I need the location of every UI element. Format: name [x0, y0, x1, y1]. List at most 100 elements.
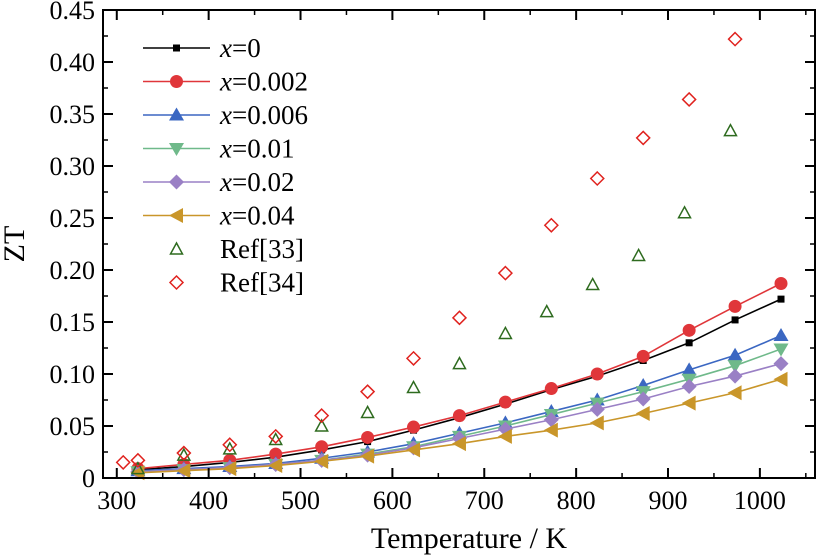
legend-marker	[169, 208, 183, 223]
y-tick-label: 0.45	[50, 0, 96, 25]
legend-label-variable: x	[219, 167, 232, 197]
data-point	[677, 205, 692, 219]
data-point	[635, 391, 651, 407]
data-point	[727, 347, 743, 361]
y-tick-label: 0.20	[50, 256, 96, 285]
data-point	[773, 343, 789, 357]
x-axis-title: Temperature / K	[371, 522, 567, 555]
series-7	[115, 31, 743, 470]
ticks-layer: 300 400 500 600 700 800 900 1000 0 0.05 0.10 0.15 0.…	[50, 0, 815, 515]
data-point	[727, 368, 743, 384]
data-point	[727, 360, 743, 374]
data-point	[497, 265, 513, 281]
x-tick-label: 500	[281, 486, 320, 515]
data-point	[268, 428, 284, 444]
legend-item-6: Ref[33]	[169, 234, 304, 264]
x-tick-label: 900	[649, 486, 688, 515]
legend-item-4: x=0.02	[143, 167, 294, 197]
data-point	[361, 430, 375, 444]
legend-label: x=0	[219, 33, 261, 63]
legend-label-variable: x	[219, 67, 232, 97]
data-point	[543, 422, 558, 438]
legend-label: Ref[33]	[220, 234, 304, 264]
legend-marker	[169, 174, 184, 190]
data-point	[452, 356, 467, 370]
x-tick-label: 400	[189, 486, 228, 515]
legend-item-7: Ref[34]	[168, 268, 304, 298]
data-point	[773, 328, 789, 342]
legend-marker	[169, 241, 184, 255]
legend-label-value: =0.04	[232, 201, 295, 231]
data-point	[176, 463, 191, 479]
legend-label: x=0.002	[219, 67, 308, 97]
y-tick-label: 0.30	[50, 152, 96, 181]
data-point	[405, 350, 422, 366]
legend-label: Ref[34]	[220, 268, 304, 298]
legend-marker	[170, 75, 183, 88]
legend: x=0x=0.002x=0.006x=0.01x=0.02x=0.04Ref[3…	[143, 33, 308, 298]
x-tick-label: 300	[97, 486, 136, 515]
legend-item-0: x=0	[143, 33, 261, 63]
data-point	[360, 384, 376, 400]
legend-marker	[169, 107, 184, 121]
data-point	[681, 91, 697, 108]
y-tick-label: 0.40	[50, 48, 96, 77]
legend-marker	[168, 274, 185, 291]
legend-label: x=0.04	[219, 201, 295, 231]
data-point	[543, 217, 559, 233]
legend-label-value: =0	[232, 33, 261, 63]
data-point	[723, 123, 738, 137]
data-point	[452, 409, 466, 423]
data-point	[176, 445, 192, 461]
data-point	[731, 316, 739, 324]
data-point	[589, 415, 604, 431]
legend-label: x=0.01	[219, 134, 294, 164]
series-layer	[115, 31, 789, 481]
data-point	[451, 310, 468, 326]
data-point	[130, 461, 146, 475]
data-point	[268, 458, 283, 474]
legend-label-value: =0.002	[232, 67, 308, 97]
y-tick-label: 0.10	[50, 360, 96, 389]
legend-item-1: x=0.002	[143, 67, 308, 97]
data-point	[130, 452, 146, 468]
data-point	[727, 31, 743, 47]
data-point	[222, 461, 237, 477]
data-point	[774, 277, 788, 291]
data-point	[635, 406, 650, 422]
legend-label-value: =0.006	[232, 100, 308, 130]
plot-frame	[102, 9, 816, 479]
data-point	[636, 349, 650, 363]
data-point	[315, 440, 329, 454]
legend-marker	[173, 44, 180, 52]
x-tick-label: 800	[557, 486, 596, 515]
legend-item-3: x=0.01	[143, 134, 294, 164]
legend-label-value: =0.01	[232, 134, 294, 164]
legend-label-value: =0.02	[232, 167, 294, 197]
data-point	[269, 447, 283, 461]
data-point	[543, 412, 559, 428]
data-point	[314, 453, 329, 469]
data-point	[406, 379, 421, 394]
y-tick-label: 0.05	[50, 412, 96, 441]
legend-label-variable: x	[219, 33, 232, 63]
data-point	[451, 436, 466, 452]
x-tick-label: 700	[465, 486, 504, 515]
data-point	[498, 325, 513, 340]
series-5	[130, 371, 788, 481]
data-point	[498, 395, 512, 409]
data-point	[360, 404, 375, 419]
data-point	[585, 276, 600, 291]
legend-item-5: x=0.04	[143, 201, 295, 231]
data-point	[777, 295, 785, 303]
y-axis-title: ZT	[0, 226, 31, 263]
data-point	[682, 323, 696, 337]
data-point	[635, 130, 651, 146]
legend-label-variable: x	[219, 201, 232, 231]
legend-label: x=0.02	[219, 167, 294, 197]
x-tick-label: 600	[373, 486, 412, 515]
data-point	[539, 304, 555, 318]
data-point	[728, 299, 742, 313]
data-point	[681, 378, 697, 394]
